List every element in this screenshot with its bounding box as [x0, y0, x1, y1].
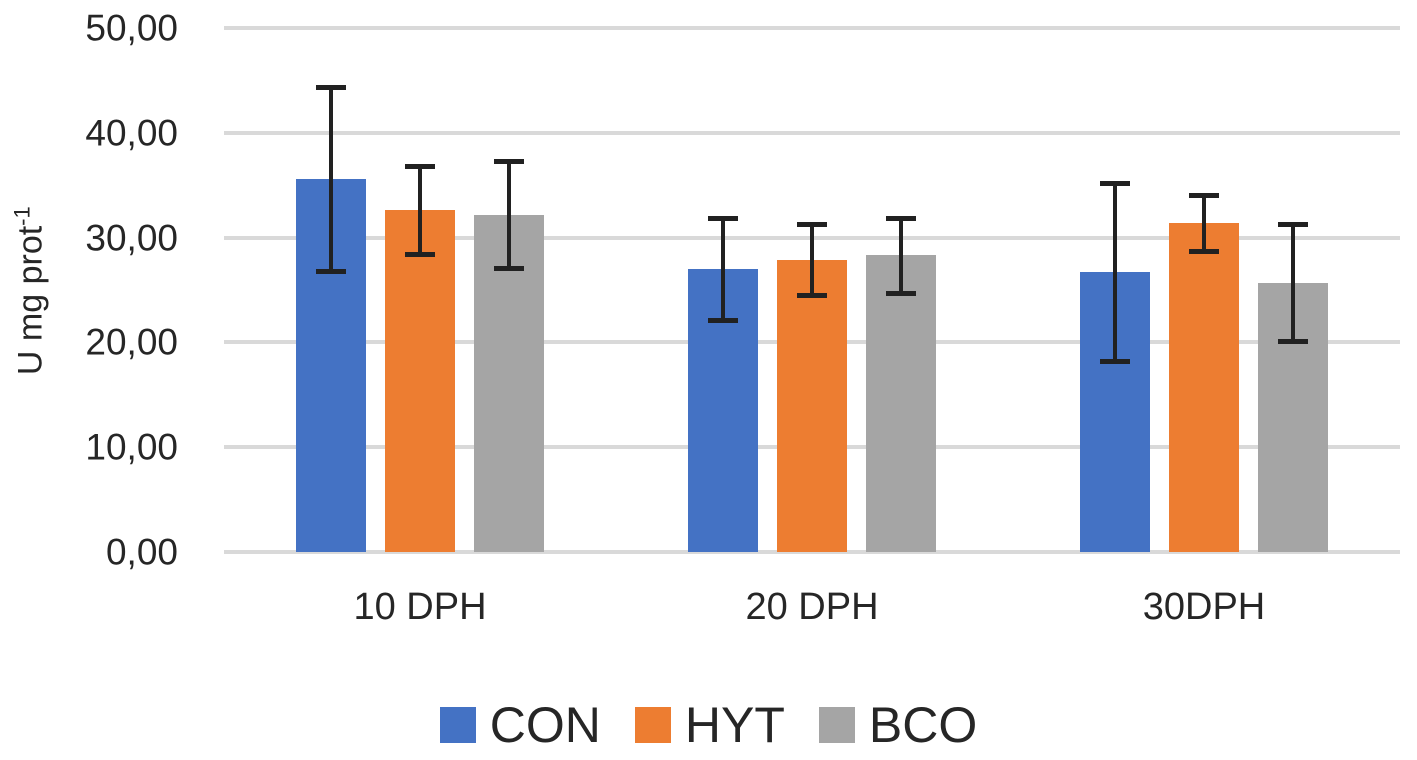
error-bar-bco-20dph	[899, 217, 903, 294]
legend: CON HYT BCO	[0, 700, 1417, 750]
error-bar-hyt-30dph	[1202, 194, 1206, 252]
gridline-y-0	[224, 550, 1400, 554]
error-bar-cap-top	[1100, 181, 1130, 187]
y-tick-label-10: 10,00	[85, 426, 178, 468]
legend-swatch-con	[439, 707, 476, 743]
error-bar-cap-bottom	[1100, 359, 1130, 365]
error-bar-bco-10dph	[507, 161, 511, 268]
error-bar-cap-bottom	[316, 269, 346, 275]
legend-item-hyt: HYT	[634, 697, 785, 753]
x-tick-label-10dph: 10 DPH	[353, 586, 487, 628]
error-bar-hyt-10dph	[418, 166, 422, 255]
legend-label-bco: BCO	[868, 697, 978, 753]
legend-label-con: CON	[489, 697, 601, 753]
error-bar-cap-bottom	[405, 252, 435, 258]
x-tick-label-30dph: 30DPH	[1142, 586, 1266, 628]
error-bar-cap-bottom	[886, 291, 916, 297]
error-bar-bco-30dph	[1291, 223, 1295, 342]
error-bar-cap-top	[494, 159, 524, 165]
bar-hyt-30dph	[1169, 222, 1239, 552]
error-bar-con-30dph	[1113, 183, 1117, 362]
error-bar-cap-bottom	[708, 318, 738, 324]
bar-hyt-20dph	[777, 259, 847, 552]
y-tick-label-0: 0,00	[105, 531, 178, 573]
legend-swatch-hyt	[634, 707, 671, 743]
y-tick-label-40: 40,00	[85, 112, 178, 154]
error-bar-cap-top	[708, 215, 738, 221]
error-bar-cap-top	[1189, 192, 1219, 198]
bar-hyt-10dph	[385, 210, 455, 552]
error-bar-cap-bottom	[1189, 249, 1219, 255]
error-bar-cap-top	[316, 84, 346, 90]
y-axis-title-text: U mg prot	[11, 225, 50, 376]
error-bar-cap-bottom	[494, 265, 524, 271]
legend-item-bco: BCO	[818, 697, 978, 753]
error-bar-con-10dph	[329, 86, 333, 272]
error-bar-cap-top	[797, 221, 827, 227]
error-bar-cap-top	[405, 164, 435, 170]
gridline-y-40	[224, 130, 1400, 135]
error-bar-cap-top	[1278, 221, 1308, 227]
error-bar-cap-top	[886, 215, 916, 221]
bar-bco-20dph	[866, 255, 936, 552]
x-tick-label-20dph: 20 DPH	[745, 586, 879, 628]
y-tick-label-20: 20,00	[85, 321, 178, 363]
gridline-y-50	[224, 26, 1400, 30]
legend-swatch-bco	[818, 707, 855, 743]
legend-item-con: CON	[439, 697, 601, 753]
error-bar-hyt-20dph	[810, 223, 814, 296]
legend-label-hyt: HYT	[684, 697, 785, 753]
y-tick-label-50: 50,00	[85, 7, 178, 49]
error-bar-cap-bottom	[797, 293, 827, 299]
y-tick-label-30: 30,00	[85, 217, 178, 259]
error-bar-cap-bottom	[1278, 339, 1308, 345]
y-axis-title-superscript: -1	[9, 206, 35, 226]
error-bar-con-20dph	[721, 217, 725, 321]
y-axis-title: U mg prot-1	[9, 101, 50, 481]
